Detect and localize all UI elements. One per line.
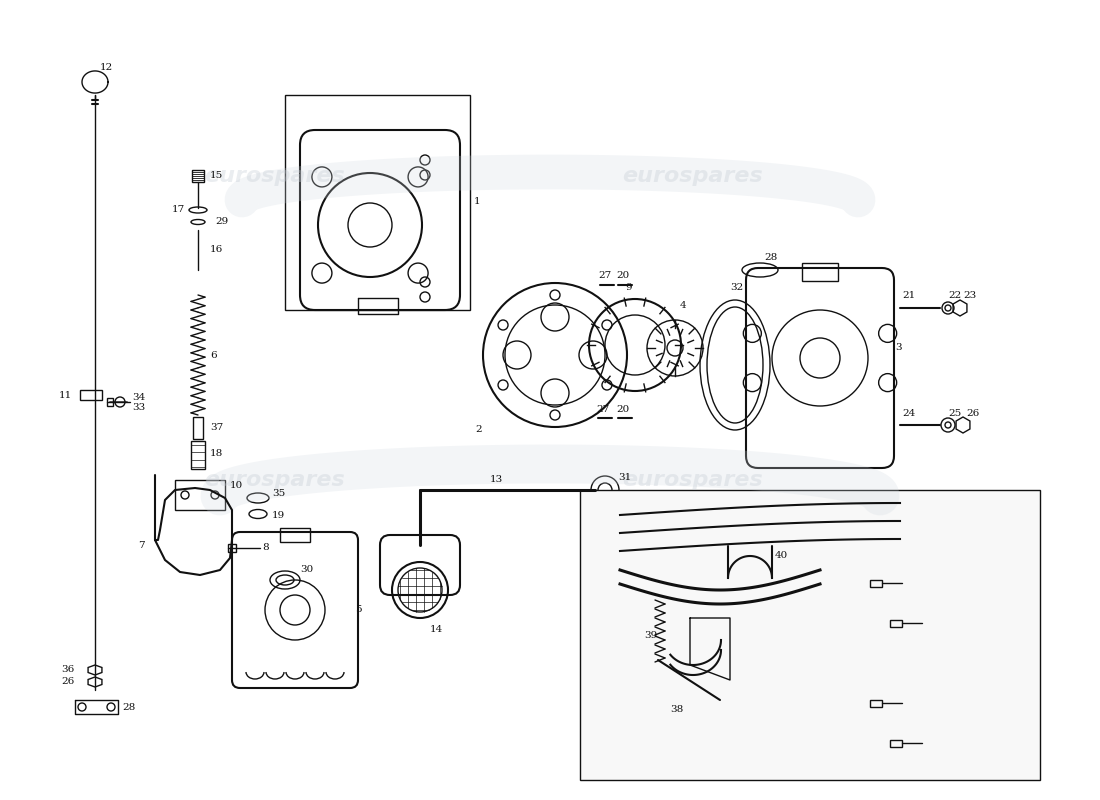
Text: 9: 9 [625,282,631,291]
Text: 6: 6 [210,350,217,359]
Text: 37: 37 [210,422,223,431]
Text: 27: 27 [596,405,609,414]
Text: 32: 32 [730,282,744,291]
Text: 39: 39 [644,630,658,639]
Text: 33: 33 [132,403,145,413]
Text: 12: 12 [100,63,113,73]
Bar [890,620,902,627]
Bar [802,263,838,281]
Text: 35: 35 [272,489,285,498]
Text: 28: 28 [764,253,778,262]
Text: 27: 27 [598,271,612,281]
Bar [870,580,882,587]
Text: eurospares: eurospares [623,166,763,186]
Text: 13: 13 [490,475,504,485]
Text: 18: 18 [210,449,223,458]
Text: 25: 25 [948,409,961,418]
Text: 23: 23 [962,291,977,301]
Text: 22: 22 [948,291,961,301]
Text: 1: 1 [474,198,481,206]
Text: eurospares: eurospares [623,470,763,490]
Bar [80,390,102,400]
Text: 28: 28 [122,702,135,711]
Bar [870,700,882,707]
Text: 4: 4 [680,302,686,310]
Text: 8: 8 [262,543,268,553]
Bar [107,398,113,406]
Text: 29: 29 [214,218,229,226]
Text: 36: 36 [62,666,75,674]
Text: 24: 24 [902,409,915,418]
Bar [285,95,470,310]
Text: 11: 11 [58,390,72,399]
Text: 20: 20 [616,271,629,281]
Bar [192,170,204,182]
Bar [280,528,310,542]
Bar [191,441,205,469]
Bar [228,544,236,552]
Text: 38: 38 [670,706,683,714]
Bar [175,480,226,510]
Text: 40: 40 [776,550,789,559]
Text: 17: 17 [172,206,185,214]
Bar [192,417,204,439]
Text: 15: 15 [210,171,223,181]
Text: 2: 2 [475,426,482,434]
Text: 21: 21 [902,291,915,301]
Text: eurospares: eurospares [205,470,345,490]
Text: 20: 20 [616,405,629,414]
Text: 26: 26 [966,409,979,418]
Text: 30: 30 [300,566,313,574]
Text: 10: 10 [230,481,243,490]
Text: 16: 16 [210,246,223,254]
Text: 5: 5 [355,606,362,614]
Text: eurospares: eurospares [205,166,345,186]
Text: 31: 31 [618,474,631,482]
Text: 3: 3 [895,343,902,353]
Text: 26: 26 [62,678,75,686]
Text: 19: 19 [272,511,285,521]
Bar [890,740,902,747]
Text: 14: 14 [430,626,443,634]
Text: 34: 34 [132,394,145,402]
Bar [580,490,1040,780]
Text: 7: 7 [139,541,145,550]
